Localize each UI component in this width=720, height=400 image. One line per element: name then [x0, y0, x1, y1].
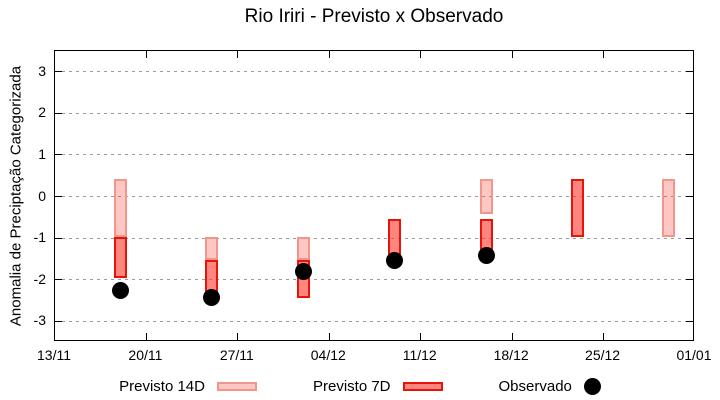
x-tick-mark	[511, 333, 513, 340]
x-tick-label: 11/12	[402, 347, 437, 363]
y-tick-mark	[55, 237, 62, 239]
x-tick-label: 27/11	[219, 347, 254, 363]
y-tick-label: -3	[33, 312, 46, 329]
bar-previsto-14d	[479, 178, 493, 215]
x-tick-mark	[420, 333, 422, 340]
y-tick-mark	[55, 279, 62, 281]
y-tick-label: 1	[38, 145, 46, 162]
y-tick-mark	[686, 320, 693, 322]
y-tick-mark	[686, 154, 693, 156]
x-tick-mark	[603, 51, 605, 58]
y-tick-mark	[686, 71, 693, 73]
gridline	[55, 112, 693, 114]
gridline	[55, 196, 693, 197]
gridline	[55, 154, 693, 156]
chart-title: Rio Iriri - Previsto x Observado	[244, 6, 504, 27]
y-tick-mark	[55, 71, 62, 73]
x-tick-mark	[603, 333, 605, 340]
y-tick-label: -1	[33, 229, 46, 246]
gridline	[55, 279, 693, 281]
bar-previsto-14d	[113, 178, 127, 237]
bar-previsto-14d	[296, 236, 310, 260]
x-tick-mark	[237, 333, 239, 340]
observado-dot	[386, 252, 404, 270]
legend-label: Previsto 14D	[119, 377, 205, 395]
x-tick-label: 20/11	[128, 347, 163, 363]
observado-dot	[203, 288, 221, 306]
plot-area	[54, 50, 694, 341]
legend-item: Previsto 7D	[313, 378, 443, 395]
y-tick-mark	[55, 320, 62, 322]
gridline	[55, 237, 693, 239]
legend-item: Previsto 14D	[119, 378, 257, 395]
y-tick-mark	[686, 112, 693, 114]
x-tick-label: 13/11	[37, 347, 71, 363]
legend: Previsto 14D Previsto 7D Observado	[0, 374, 720, 398]
legend-observado-dot-icon	[583, 377, 601, 395]
gridline	[55, 320, 693, 322]
x-tick-mark	[511, 51, 513, 58]
x-tick-label: 01/01	[676, 347, 712, 363]
observado-dot	[111, 281, 129, 299]
y-tick-mark	[55, 112, 62, 114]
x-tick-mark	[328, 333, 330, 340]
observado-dot	[294, 262, 312, 280]
x-tick-label: 04/12	[310, 347, 346, 363]
bar-previsto-7d	[113, 236, 127, 278]
x-tick-mark	[145, 51, 147, 58]
y-tick-mark	[686, 196, 693, 197]
y-tick-label: 2	[38, 104, 46, 121]
bar-previsto-7d	[570, 178, 584, 237]
legend-item: Observado	[498, 377, 601, 395]
y-tick-mark	[55, 196, 62, 197]
bar-previsto-14d	[205, 236, 219, 260]
y-tick-mark	[686, 237, 693, 239]
observado-dot	[477, 247, 495, 265]
y-tick-mark	[55, 154, 62, 156]
gridline	[55, 71, 693, 73]
x-tick-mark	[420, 51, 422, 58]
legend-swatch-bar-7d-icon	[402, 381, 443, 391]
x-tick-mark	[328, 51, 330, 58]
x-tick-label: 25/12	[585, 347, 621, 363]
x-tick-label: 18/12	[493, 347, 529, 363]
x-tick-mark	[237, 51, 239, 58]
y-tick-mark	[686, 279, 693, 281]
y-tick-label: -2	[33, 270, 46, 287]
legend-swatch-bar-14d-icon	[216, 381, 257, 391]
y-tick-label: 0	[38, 187, 46, 204]
x-tick-mark	[145, 333, 147, 340]
legend-label: Previsto 7D	[312, 377, 391, 395]
y-tick-label: 3	[38, 62, 46, 79]
legend-label: Observado	[498, 377, 572, 395]
bar-previsto-14d	[662, 178, 676, 237]
